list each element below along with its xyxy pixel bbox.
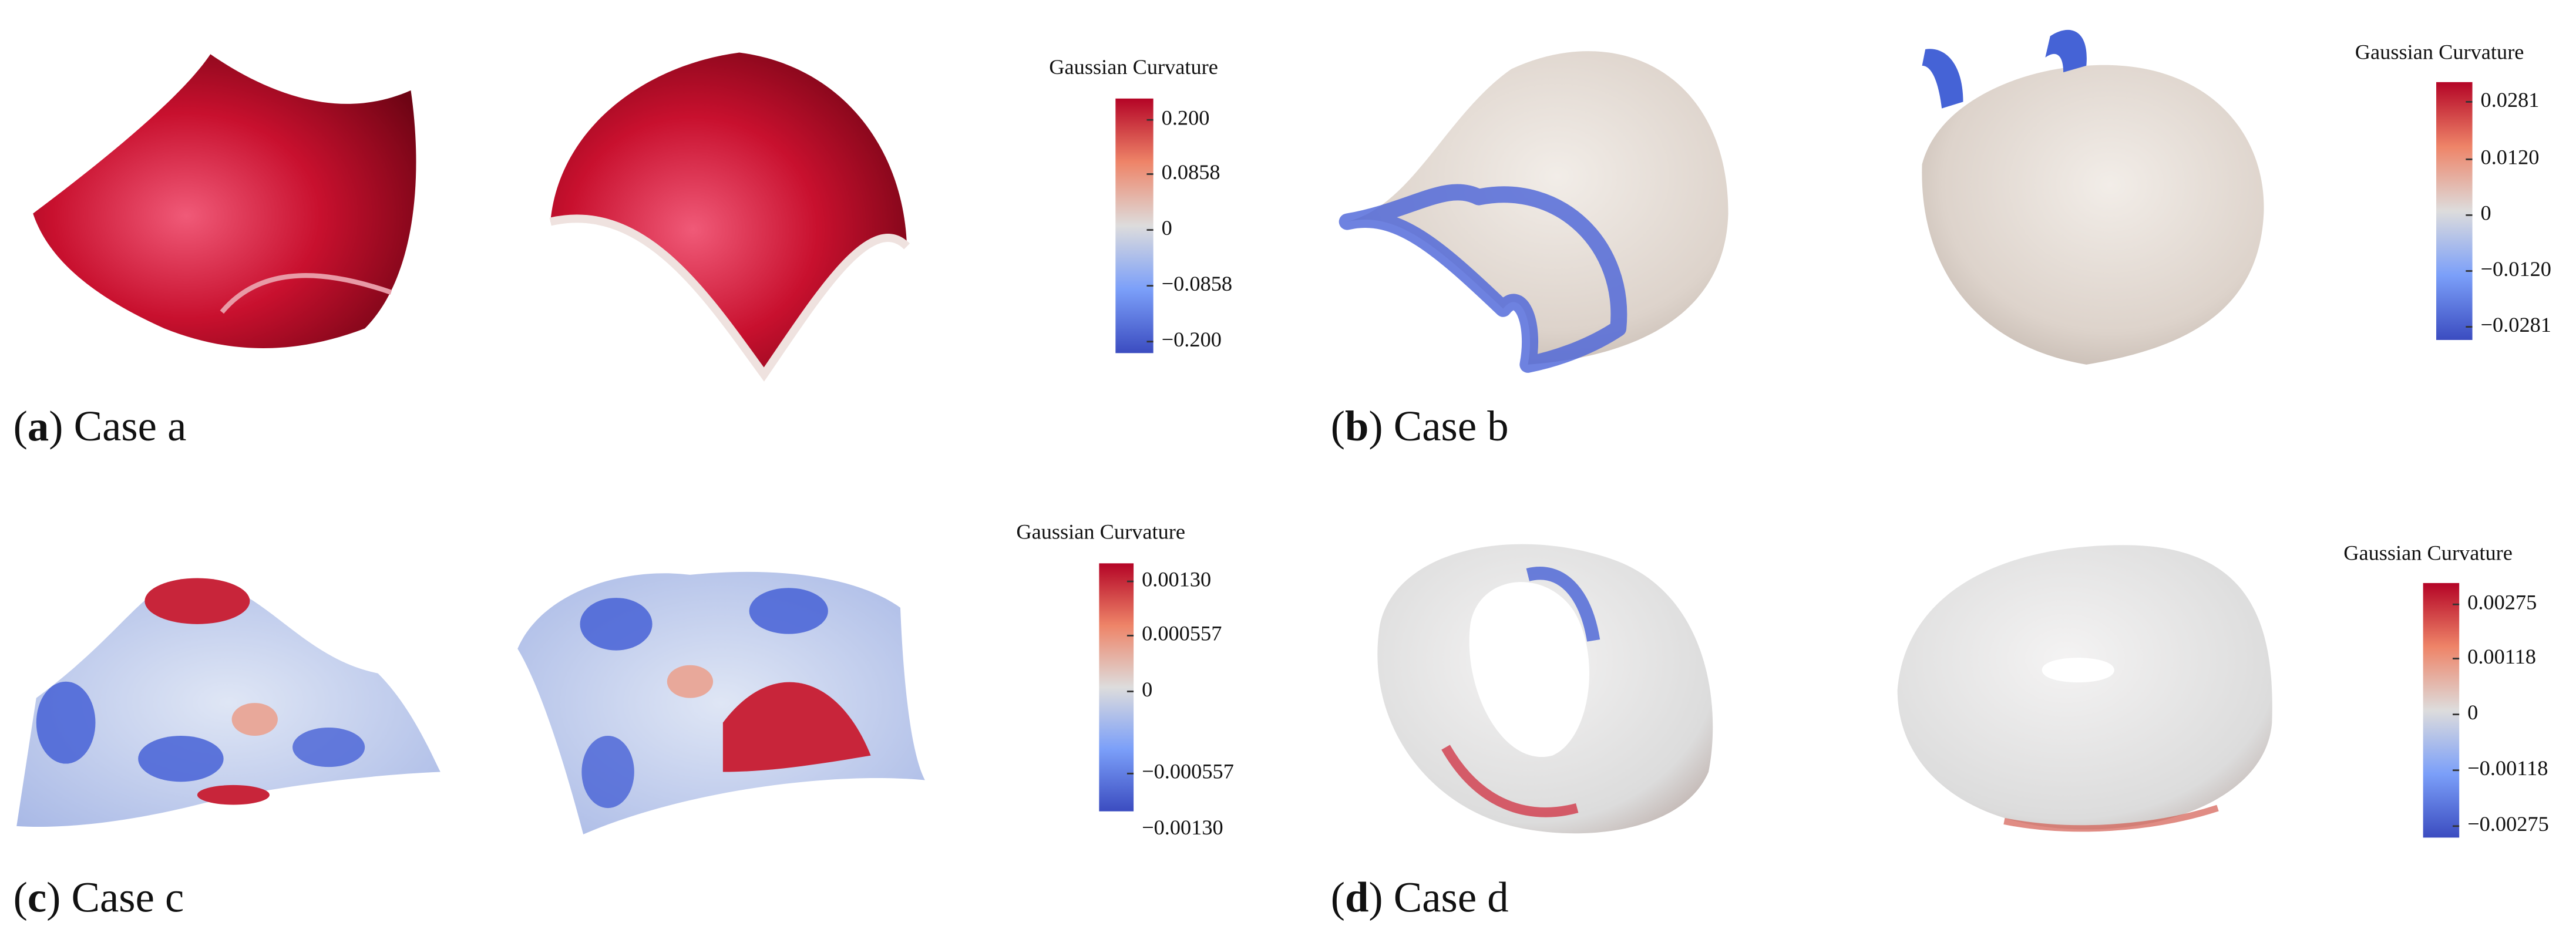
caption-text: ) Case b: [1368, 402, 1508, 449]
colorbar-title: Gaussian Curvature: [1016, 520, 1185, 543]
colorbar-tick-label: 0.0120: [2481, 146, 2540, 169]
caption-text: ) Case d: [1368, 873, 1508, 921]
colorbar: [1115, 98, 1154, 354]
colorbar-title: Gaussian Curvature: [1049, 55, 1218, 79]
colorbar-tick-label: 0: [2467, 701, 2478, 724]
colorbar: [2436, 82, 2473, 340]
annotations: Gaussian Curvature 0.200 0.0858 0 −0.0858 −0.…: [14, 41, 2551, 921]
colorbar-tick-label: 0.200: [1162, 106, 1210, 130]
panel: Gaussian Curvature 0.0281 0.0120 0 −0.0120 −0…: [1331, 41, 2551, 450]
colorbar-tick-label: 0.000557: [1142, 622, 1222, 645]
colorbar-tick-label: 0.00275: [2467, 591, 2537, 614]
colorbar-tick-label: 0.00118: [2467, 645, 2536, 668]
caption-prefix: (: [14, 873, 28, 921]
colorbar-tick-label: −0.0281: [2481, 313, 2551, 336]
colorbar-tick-label: 0.0281: [2481, 88, 2540, 112]
colorbar-tick-label: −0.00130: [1142, 816, 1223, 839]
colorbar-tick-label: 0: [1142, 678, 1152, 701]
render-b: [1339, 29, 2264, 373]
render-d: [1377, 544, 2272, 834]
caption: (c) Case c: [14, 873, 184, 921]
panel: Gaussian Curvature 0.00130 0.000557 0 −0.000…: [14, 520, 1234, 921]
colorbar-tick-label: −0.00118: [2467, 756, 2548, 780]
render-a: [33, 52, 910, 382]
panel: Gaussian Curvature 0.00275 0.00118 0 −0.0011…: [1331, 541, 2549, 921]
colorbar: [1099, 563, 1134, 812]
colorbar-tick-label: 0.00130: [1142, 567, 1211, 591]
colorbar-tick-label: −0.0120: [2481, 257, 2551, 281]
colorbar-tick-label: 0: [1162, 216, 1172, 240]
caption-label: b: [1345, 402, 1368, 449]
caption: (a) Case a: [14, 402, 187, 449]
panel: Gaussian Curvature 0.200 0.0858 0 −0.0858 −0.…: [14, 55, 1232, 450]
caption-prefix: (: [1331, 873, 1345, 921]
colorbar-title: Gaussian Curvature: [2343, 541, 2513, 565]
colorbar-tick-label: −0.200: [1162, 328, 1222, 351]
caption-label: d: [1345, 873, 1368, 921]
caption-label: c: [28, 873, 46, 921]
caption-label: a: [28, 402, 49, 449]
colorbar: [2423, 583, 2460, 838]
colorbar-tick-label: 0: [2481, 201, 2491, 225]
caption: (d) Case d: [1331, 873, 1509, 921]
colorbar-tick-label: 0.0858: [1162, 160, 1220, 184]
caption-prefix: (: [1331, 402, 1345, 449]
colorbar-title: Gaussian Curvature: [2355, 41, 2524, 64]
colorbar-tick-label: −0.000557: [1142, 760, 1234, 783]
render-c: [16, 571, 925, 834]
caption: (b) Case b: [1331, 402, 1509, 449]
caption-text: ) Case c: [46, 873, 184, 921]
caption-prefix: (: [14, 402, 28, 449]
colorbar-tick-label: −0.00275: [2467, 812, 2549, 836]
caption-text: ) Case a: [49, 402, 186, 449]
colorbar-tick-label: −0.0858: [1162, 272, 1232, 295]
